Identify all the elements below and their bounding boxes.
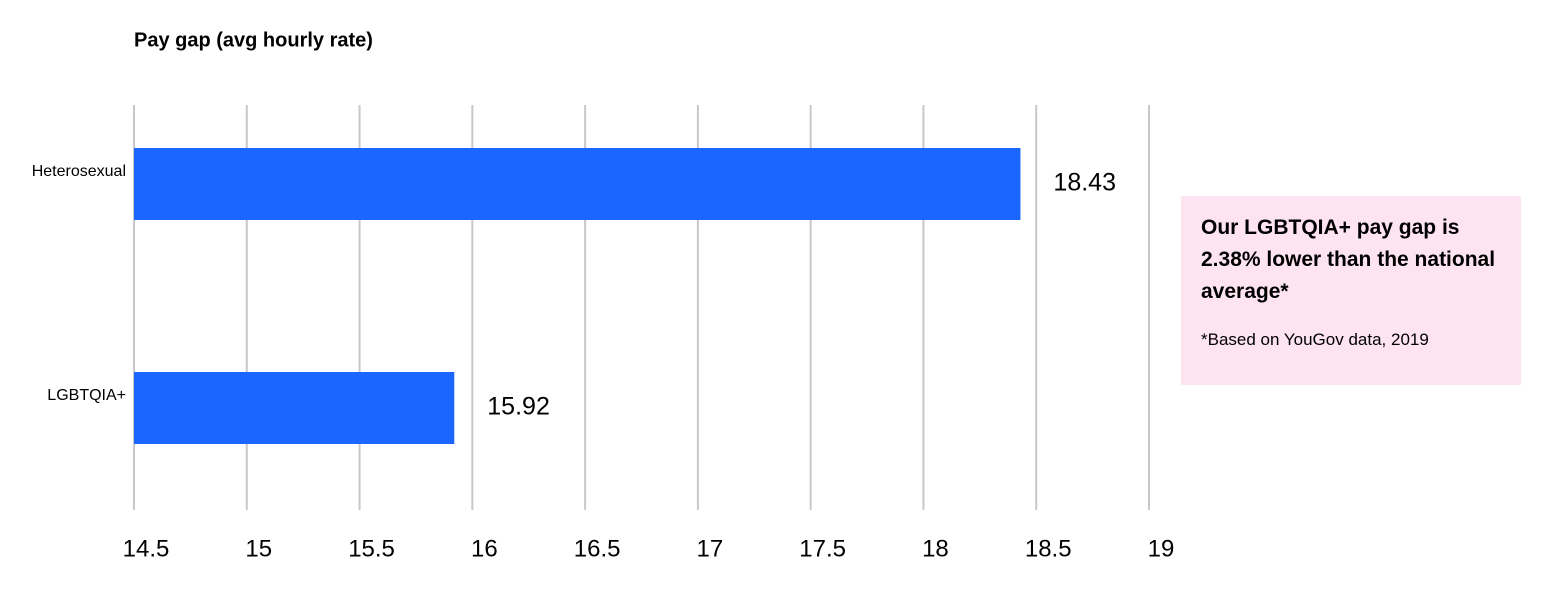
x-tick-label: 15.5 xyxy=(348,535,395,562)
x-tick-label: 19 xyxy=(1148,535,1175,562)
x-tick-label: 18 xyxy=(922,535,949,562)
footnote: *Based on YouGov data, 2019 xyxy=(1201,330,1429,349)
x-tick-label: 17.5 xyxy=(799,535,846,562)
annotation: Our LGBTQIA+ pay gap is 2.38% lower than… xyxy=(1201,216,1496,303)
x-tick-label: 15 xyxy=(245,535,272,562)
annotation-box: Our LGBTQIA+ pay gap is 2.38% lower than… xyxy=(1181,196,1521,385)
value-label: 15.92 xyxy=(487,393,550,421)
x-tick-label: 17 xyxy=(697,535,724,562)
y-tick-label: Heterosexual xyxy=(32,163,126,180)
x-tick-label: 18.5 xyxy=(1025,535,1072,562)
y-tick-label: LGBTQIA+ xyxy=(47,387,126,404)
value-label: 18.43 xyxy=(1053,169,1116,197)
chart-title: Pay gap (avg hourly rate) xyxy=(134,29,373,51)
x-tick-label: 16 xyxy=(471,535,498,562)
x-tick-label: 14.5 xyxy=(123,535,170,562)
x-tick-label: 16.5 xyxy=(574,535,621,562)
bar xyxy=(134,372,455,444)
bar xyxy=(134,148,1021,220)
